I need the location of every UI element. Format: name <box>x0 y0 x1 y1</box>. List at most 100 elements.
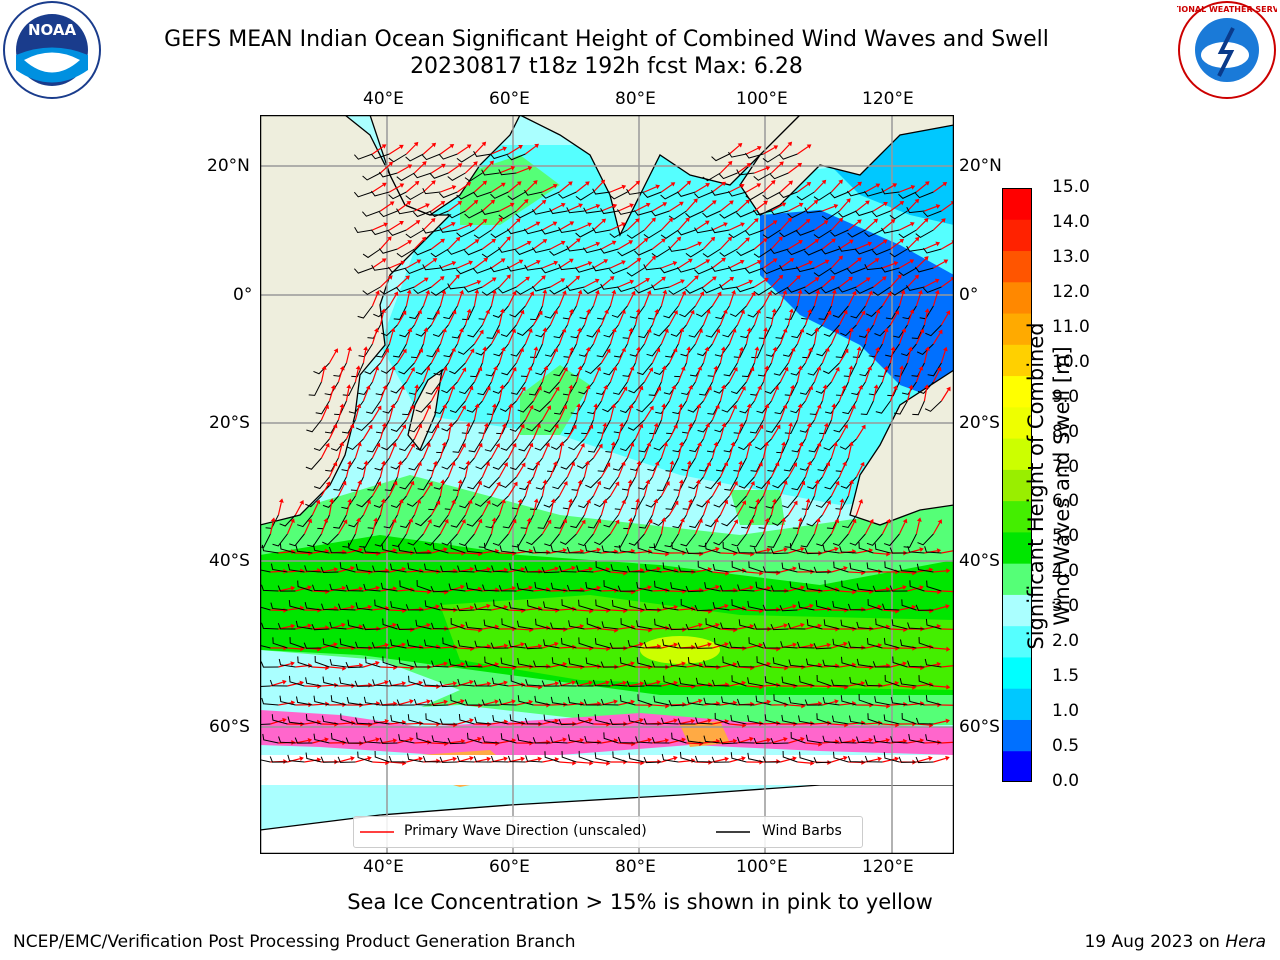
wind-barb <box>855 286 874 294</box>
wind-barb <box>456 267 475 275</box>
wave-direction-arrowhead <box>451 222 456 227</box>
wind-barb <box>415 514 432 527</box>
wave-direction-arrowhead <box>461 405 466 410</box>
wind-barb <box>790 731 806 744</box>
wave-direction-arrowhead <box>585 346 591 352</box>
wave-direction-arrowhead <box>629 442 635 447</box>
wave-direction-arrowhead <box>754 346 760 351</box>
wind-barb <box>813 566 832 573</box>
wind-barb <box>796 191 815 201</box>
wave-direction-arrow <box>729 723 743 726</box>
wind-barb <box>509 419 526 432</box>
wave-direction-arrow <box>567 739 581 744</box>
wave-direction-arrowhead <box>941 218 946 223</box>
wave-direction-arrow <box>864 369 871 383</box>
wind-barb <box>703 735 721 744</box>
wave-direction-arrowhead <box>534 143 540 149</box>
wind-barb <box>367 476 381 491</box>
wind-barb <box>706 438 721 453</box>
wave-direction-arrow <box>413 426 421 440</box>
wave-direction-arrowhead <box>824 259 830 265</box>
wave-direction-arrow <box>787 350 794 364</box>
wave-direction-arrowhead <box>883 327 889 333</box>
indonesian-seas <box>760 210 954 405</box>
wave-direction-arrowhead <box>914 198 920 204</box>
wave-direction-arrow <box>295 665 309 668</box>
wave-direction-arrowhead <box>606 760 611 766</box>
wind-barb <box>465 545 483 554</box>
wave-direction-arrowhead <box>848 276 853 282</box>
wave-direction-arrow <box>720 278 732 288</box>
wave-direction-arrowhead <box>631 290 636 296</box>
wave-direction-arrowhead <box>291 549 296 555</box>
wave-direction-arrowhead <box>661 517 667 522</box>
wave-direction-arrowhead <box>739 183 745 189</box>
wave-direction-arrowhead <box>594 278 600 284</box>
wave-direction-arrowhead <box>511 585 517 591</box>
wave-direction-arrowhead <box>816 404 822 409</box>
wind-barb <box>399 438 415 452</box>
wave-direction-arrow <box>821 464 829 478</box>
wave-direction-arrow <box>371 331 377 345</box>
wind-barb <box>653 514 670 527</box>
wave-direction-arrow <box>490 407 495 421</box>
wind-barb <box>875 618 891 630</box>
wind-barb <box>798 601 815 611</box>
wind-barb <box>442 637 458 649</box>
wave-direction-arrow <box>754 701 768 706</box>
wave-direction-arrowhead <box>400 260 406 266</box>
wave-direction-arrowhead <box>409 699 414 704</box>
wind-barb <box>619 657 636 668</box>
wind-barb <box>721 514 738 527</box>
wave-direction-arrowhead <box>479 329 484 335</box>
wind-barb <box>773 694 789 706</box>
wave-direction-arrow <box>915 331 923 345</box>
wave-direction-arrowhead <box>473 161 478 166</box>
wave-direction-arrowhead <box>857 257 862 262</box>
wind-barb <box>685 623 704 631</box>
wave-direction-arrowhead <box>649 405 654 411</box>
wave-direction-arrow <box>702 502 709 516</box>
wind-barb <box>744 267 764 274</box>
wind-barb <box>388 153 407 163</box>
wind-barb <box>711 756 730 763</box>
wind-barb <box>585 476 602 489</box>
wind-barb <box>576 565 594 573</box>
wave-direction-arrow <box>533 240 545 250</box>
wave-direction-arrow <box>626 445 633 459</box>
wave-direction-arrow <box>618 742 632 745</box>
wave-direction-arrowhead <box>832 441 838 447</box>
wind-barb <box>345 661 364 669</box>
wind-barb <box>333 362 347 377</box>
wind-barb <box>745 191 764 201</box>
noaa-logo: NOAA <box>3 1 101 99</box>
wind-barb <box>362 623 381 631</box>
wave-direction-arrowhead <box>374 365 380 371</box>
wind-barb <box>754 438 772 451</box>
wind-barb <box>440 565 458 573</box>
wave-direction-arrowhead <box>350 604 356 610</box>
wave-direction-arrowhead <box>597 739 602 745</box>
wave-direction-arrow <box>524 294 533 307</box>
wave-direction-arrow <box>856 243 869 250</box>
wave-direction-arrowhead <box>942 181 948 187</box>
wave-direction-arrow <box>583 388 589 402</box>
wind-barb <box>364 362 381 375</box>
wind-barb <box>711 153 730 162</box>
wave-direction-arrowhead <box>680 279 685 284</box>
wave-direction-arrowhead <box>491 403 497 408</box>
wind-barb <box>713 381 730 394</box>
wind-barb <box>353 191 373 198</box>
wave-direction-arrowhead <box>491 277 497 282</box>
wave-direction-arrowhead <box>746 403 752 408</box>
wind-barb <box>889 585 908 592</box>
wind-barb <box>721 400 738 413</box>
wave-direction-arrow <box>848 571 862 574</box>
wind-barb <box>305 713 322 725</box>
wind-barb <box>549 248 568 256</box>
wave-direction-arrow <box>508 220 519 231</box>
wind-barb <box>730 714 747 725</box>
wind-barb <box>926 580 942 592</box>
wave-direction-arrow <box>474 259 486 269</box>
colorbar-segment <box>1002 219 1032 252</box>
